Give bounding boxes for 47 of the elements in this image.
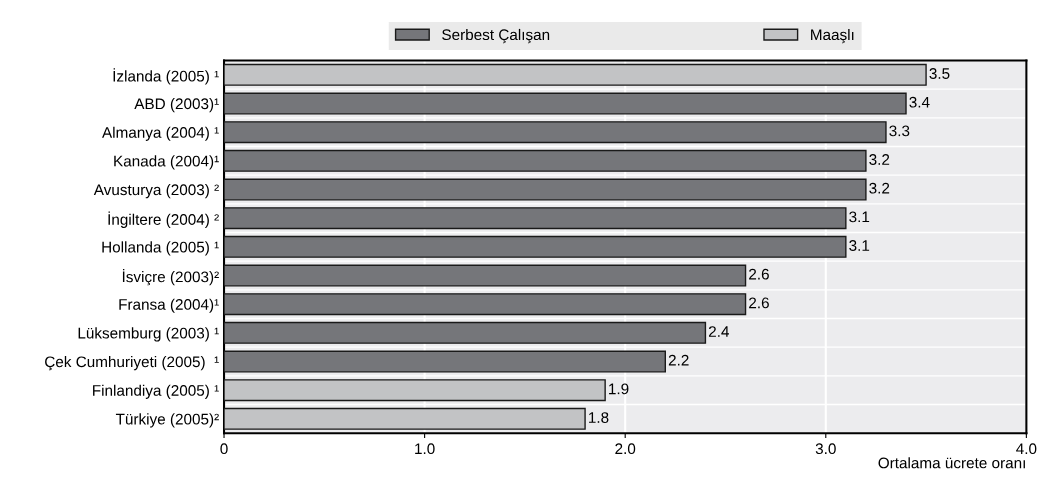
y-tick-label: ABD (2003)¹	[134, 97, 219, 113]
x-tick-label: 3.0	[815, 443, 836, 455]
bar	[224, 235, 847, 258]
y-tick-label: Finlandiya (2005) ¹	[93, 384, 219, 399]
bar	[224, 407, 586, 430]
data-label: 2.4	[708, 326, 729, 337]
data-label: 1.9	[609, 383, 629, 395]
data-label: 3.3	[889, 125, 910, 137]
legend-label: Serbest Çalışan	[442, 28, 550, 44]
y-tick-label: İngiltere (2004) ²	[108, 211, 219, 228]
y-tick-label: Kanada (2004)¹	[114, 155, 219, 170]
legend-label: Maaşlı	[811, 28, 854, 44]
y-tick-label: Çek Cumhuriyeti (2005) ¹	[45, 355, 219, 371]
data-label: 1.8	[589, 412, 609, 423]
data-label: 2.2	[668, 354, 689, 366]
data-label: 3.2	[869, 154, 890, 165]
data-label: 3.4	[909, 96, 930, 108]
x-tick-label: 1.0	[415, 443, 435, 455]
y-tick-label: Fransa (2004)¹	[119, 298, 219, 313]
y-tick-label: Avusturya (2003) ²	[93, 183, 219, 199]
y-tick-label: Lüksemburg (2003) ¹	[78, 327, 219, 342]
bar	[224, 121, 887, 144]
data-label: 3.1	[849, 211, 870, 223]
bar	[224, 321, 707, 344]
bar	[224, 178, 867, 201]
bar	[224, 207, 847, 230]
data-label: 2.6	[749, 268, 769, 280]
bar	[224, 264, 747, 287]
x-tick-label: 2.0	[615, 443, 636, 455]
y-tick-label: Türkiye (2005)²	[115, 413, 219, 428]
x-tick-label: 4.0	[1016, 443, 1037, 455]
y-tick-label: Hollanda (2005) ¹	[102, 241, 219, 256]
y-tick-label: İzlanda (2005) ¹	[113, 68, 219, 85]
y-tick-label: Almanya (2004) ¹	[102, 126, 219, 141]
bar	[224, 92, 907, 115]
bar	[224, 63, 927, 86]
bar	[224, 149, 867, 172]
bar	[224, 379, 606, 402]
bar	[224, 293, 747, 316]
x-tick-label: 0	[220, 443, 228, 455]
x-axis-title: Ortalama ücrete oranı	[878, 457, 1025, 469]
data-label: 3.2	[869, 182, 890, 194]
data-label: 3.5	[929, 68, 950, 79]
y-tick-label: İsviçre (2003)²	[122, 268, 219, 286]
data-label: 2.6	[749, 297, 769, 309]
bar	[224, 350, 667, 373]
data-label: 3.1	[849, 240, 870, 251]
